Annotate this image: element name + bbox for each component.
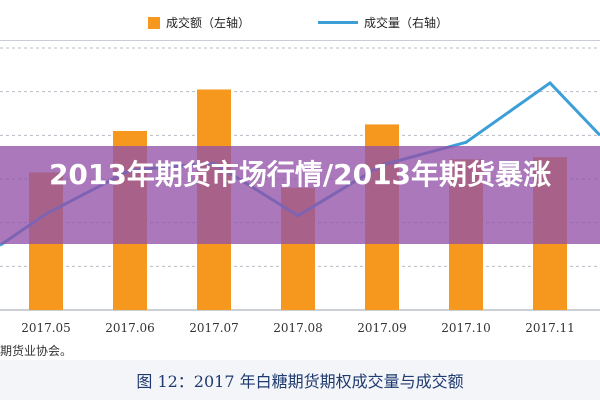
x-tick-layer: 2017.05 2017.06 2017.07 2017.08 2017.09 2017.… <box>21 321 575 335</box>
x-tick-label: 2017.07 <box>189 321 239 335</box>
overlay-title: 2013年期货市场行情/2013年期货暴涨 <box>48 158 552 191</box>
legend-item-line: 成交量（右轴） <box>318 14 448 31</box>
legend-header <box>0 0 600 41</box>
x-tick-label: 2017.08 <box>273 321 323 335</box>
x-tick-label: 2017.10 <box>441 321 491 335</box>
x-tick-label: 2017.11 <box>525 321 575 335</box>
line-point-2017.10 <box>464 140 468 144</box>
x-tick-label: 2017.05 <box>21 321 71 335</box>
x-tick-label: 2017.09 <box>357 321 407 335</box>
title-overlay-band <box>0 146 600 244</box>
legend-bar-label: 成交额（左轴） <box>166 16 251 30</box>
source-note: 期货业协会。 <box>0 344 73 358</box>
legend-item-bar: 成交额（左轴） <box>148 14 250 31</box>
legend: 成交额（左轴） 成交量（右轴） <box>0 0 600 40</box>
x-tick-label: 2017.06 <box>105 321 155 335</box>
figure-caption: 图 12：2017 年白糖期货期权成交量与成交额 <box>136 372 464 391</box>
legend-bar-swatch <box>148 16 160 29</box>
legend-line-swatch <box>318 21 358 24</box>
line-point-2017.11 <box>548 81 552 85</box>
caption-background <box>0 360 600 400</box>
legend-line-label: 成交量（右轴） <box>364 16 449 30</box>
